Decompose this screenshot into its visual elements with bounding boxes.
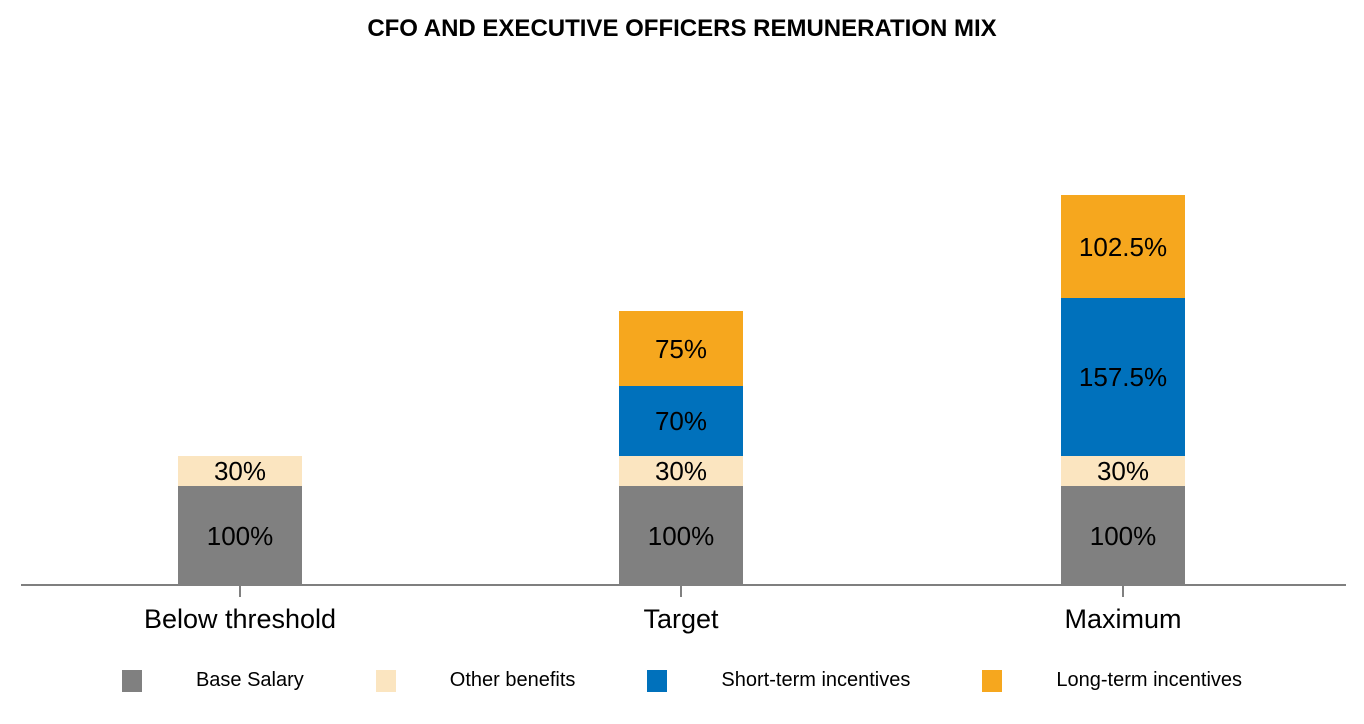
bar-segment-base-salary: 100% [619,486,743,586]
legend-item-other-benefits: Other benefits [375,669,576,692]
chart-title: CFO AND EXECUTIVE OFFICERS REMUNERATION … [367,15,997,42]
bar-value-label: 100% [647,521,715,551]
category-label-below-threshold: Below threshold [143,604,337,634]
legend-label: Base Salary [195,669,304,691]
x-axis-tick [239,586,241,597]
legend-label: Other benefits [449,669,576,691]
legend-swatch-icon [647,669,668,692]
bar-segment-short-term-incentives: 157.5% [1061,298,1185,456]
bar-value-label: 30% [654,456,708,486]
x-axis-tick [680,586,682,597]
category-label-maximum: Maximum [1064,604,1182,634]
bar-segment-base-salary: 100% [178,486,302,586]
bar-value-label: 100% [1089,521,1157,551]
bar-value-label: 157.5% [1078,362,1168,392]
legend-swatch-icon [375,669,396,692]
x-axis-tick [1122,586,1124,597]
bar-segment-other-benefits: 30% [619,456,743,486]
bar-value-label: 102.5% [1078,231,1168,262]
stacked-bar-below-threshold: 30% 100% [178,456,302,586]
stacked-bar-maximum: 102.5% 157.5% 30% 100% [1061,195,1185,586]
bar-segment-other-benefits: 30% [1061,456,1185,486]
legend-swatch-icon [982,669,1003,692]
legend: Base Salary Other benefits Short-term ince… [0,669,1364,692]
legend-item-short-term-incentives: Short-term incentives [647,669,910,692]
legend-label: Short-term incentives [721,669,911,691]
legend-item-long-term-incentives: Long-term incentives [982,669,1242,692]
bar-segment-long-term-incentives: 102.5% [1061,195,1185,298]
bar-value-label: 70% [654,406,708,436]
stacked-bar-target: 75% 70% 30% 100% [619,311,743,586]
category-label-target: Target [643,604,719,634]
bar-segment-short-term-incentives: 70% [619,386,743,456]
bar-value-label: 30% [1096,456,1150,486]
legend-swatch-icon [121,669,142,692]
bar-segment-long-term-incentives: 75% [619,311,743,386]
bar-value-label: 75% [654,333,708,364]
bar-value-label: 100% [206,521,274,551]
bar-value-label: 30% [213,456,267,486]
legend-label: Long-term incentives [1056,669,1243,691]
legend-item-base-salary: Base Salary [121,669,304,692]
bar-segment-base-salary: 100% [1061,486,1185,586]
bar-segment-other-benefits: 30% [178,456,302,486]
